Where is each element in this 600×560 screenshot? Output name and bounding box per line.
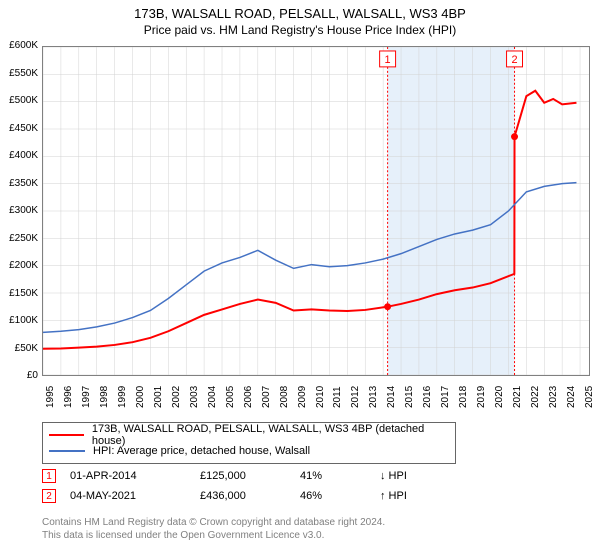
y-tick-label: £400K — [0, 150, 38, 161]
y-tick-label: £350K — [0, 178, 38, 189]
legend-label: 173B, WALSALL ROAD, PELSALL, WALSALL, WS… — [92, 423, 449, 447]
sales-row: 1 01-APR-2014£125,00041%↓ HPI — [42, 466, 430, 486]
x-tick-label: 1996 — [63, 386, 74, 408]
sale-date: 04-MAY-2021 — [70, 490, 200, 502]
x-tick-label: 2004 — [207, 386, 218, 408]
sales-row: 2 04-MAY-2021£436,00046%↑ HPI — [42, 486, 430, 506]
sale-marker-icon: 1 — [42, 469, 56, 483]
sale-direction: ↓ HPI — [380, 470, 430, 482]
x-tick-label: 2019 — [476, 386, 487, 408]
x-tick-label: 1998 — [99, 386, 110, 408]
x-tick-label: 2021 — [512, 386, 523, 408]
sale-pct: 41% — [300, 470, 380, 482]
y-tick-label: £550K — [0, 68, 38, 79]
x-tick-label: 1997 — [81, 386, 92, 408]
y-tick-label: £200K — [0, 260, 38, 271]
y-tick-label: £600K — [0, 40, 38, 51]
y-tick-label: £100K — [0, 315, 38, 326]
title-block: 173B, WALSALL ROAD, PELSALL, WALSALL, WS… — [0, 0, 600, 37]
legend-swatch — [49, 434, 84, 436]
x-tick-label: 2003 — [189, 386, 200, 408]
x-tick-label: 2013 — [368, 386, 379, 408]
y-tick-label: £150K — [0, 288, 38, 299]
x-tick-label: 2005 — [225, 386, 236, 408]
x-tick-label: 2008 — [279, 386, 290, 408]
sale-price: £125,000 — [200, 470, 300, 482]
footer-attribution: Contains HM Land Registry data © Crown c… — [42, 516, 385, 542]
x-tick-label: 2025 — [584, 386, 595, 408]
x-tick-label: 2000 — [135, 386, 146, 408]
x-tick-label: 2007 — [261, 386, 272, 408]
x-tick-label: 2009 — [297, 386, 308, 408]
chart-area: 12 £0£50K£100K£150K£200K£250K£300K£350K£… — [42, 46, 590, 396]
x-tick-label: 2022 — [530, 386, 541, 408]
x-tick-label: 2017 — [440, 386, 451, 408]
y-tick-label: £300K — [0, 205, 38, 216]
sale-marker-icon: 2 — [42, 489, 56, 503]
line-chart: 12 — [42, 46, 590, 376]
x-tick-label: 2001 — [153, 386, 164, 408]
sale-direction: ↑ HPI — [380, 490, 430, 502]
legend-swatch — [49, 450, 85, 452]
x-tick-label: 2018 — [458, 386, 469, 408]
svg-text:2: 2 — [511, 54, 517, 66]
y-tick-label: £500K — [0, 95, 38, 106]
sale-price: £436,000 — [200, 490, 300, 502]
legend-label: HPI: Average price, detached house, Wals… — [93, 445, 310, 457]
x-tick-label: 2012 — [350, 386, 361, 408]
legend-item: 173B, WALSALL ROAD, PELSALL, WALSALL, WS… — [49, 427, 449, 443]
y-tick-label: £0 — [0, 370, 38, 381]
x-tick-label: 2023 — [548, 386, 559, 408]
y-tick-label: £50K — [0, 343, 38, 354]
svg-text:1: 1 — [385, 54, 391, 66]
x-tick-label: 2020 — [494, 386, 505, 408]
x-tick-label: 1999 — [117, 386, 128, 408]
y-tick-label: £450K — [0, 123, 38, 134]
y-tick-label: £250K — [0, 233, 38, 244]
x-tick-label: 2002 — [171, 386, 182, 408]
chart-container: 173B, WALSALL ROAD, PELSALL, WALSALL, WS… — [0, 0, 600, 560]
title-main: 173B, WALSALL ROAD, PELSALL, WALSALL, WS… — [0, 6, 600, 21]
x-tick-label: 2024 — [566, 386, 577, 408]
x-tick-label: 2006 — [243, 386, 254, 408]
x-tick-label: 1995 — [45, 386, 56, 408]
x-tick-label: 2011 — [332, 386, 343, 408]
sale-pct: 46% — [300, 490, 380, 502]
legend: 173B, WALSALL ROAD, PELSALL, WALSALL, WS… — [42, 422, 456, 464]
sales-table: 1 01-APR-2014£125,00041%↓ HPI 2 04-MAY-2021… — [42, 466, 430, 506]
x-tick-label: 2014 — [386, 386, 397, 408]
sale-date: 01-APR-2014 — [70, 470, 200, 482]
title-sub: Price paid vs. HM Land Registry's House … — [0, 23, 600, 37]
footer-line-2: This data is licensed under the Open Gov… — [42, 529, 385, 542]
footer-line-1: Contains HM Land Registry data © Crown c… — [42, 516, 385, 529]
x-tick-label: 2016 — [422, 386, 433, 408]
x-tick-label: 2015 — [404, 386, 415, 408]
x-tick-label: 2010 — [315, 386, 326, 408]
